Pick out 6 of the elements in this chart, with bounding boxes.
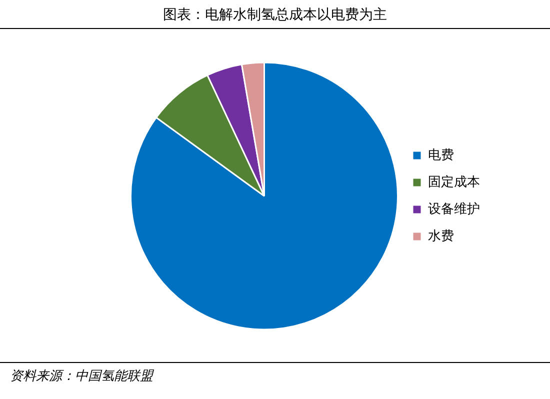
legend-label: 水费 [428, 228, 454, 244]
legend-label: 固定成本 [428, 174, 480, 190]
chart-title: 图表：电解水制氢总成本以电费为主 [0, 6, 550, 29]
text: 资料来源：中国氢能联盟 [0, 362, 550, 385]
legend-label: 设备维护 [428, 202, 480, 217]
legend-label: 电费 [428, 148, 454, 163]
